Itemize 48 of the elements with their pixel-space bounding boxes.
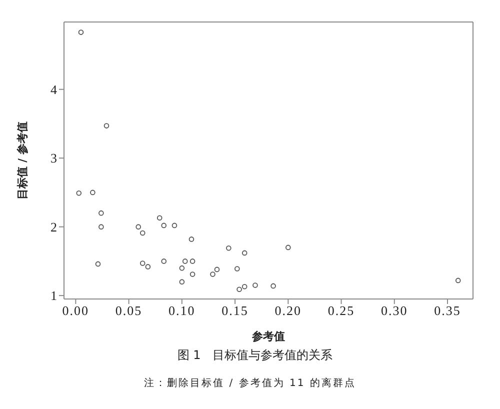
x-tick-label: 0.20 — [274, 303, 302, 318]
point — [455, 278, 461, 284]
point — [190, 258, 196, 264]
point — [270, 283, 276, 289]
point — [179, 265, 185, 271]
y-axis-title: 目标值 / 参考值 — [16, 122, 29, 200]
point — [242, 250, 248, 256]
y-tick-label: 4 — [50, 82, 58, 97]
x-tick-label: 0.15 — [222, 303, 248, 318]
x-tick-label: 0.05 — [115, 303, 142, 318]
point — [226, 245, 232, 251]
point — [140, 230, 146, 236]
point — [98, 224, 104, 230]
point — [98, 210, 104, 216]
point — [286, 244, 291, 250]
y-tick-label: 3 — [50, 150, 57, 166]
point — [90, 190, 96, 196]
point — [95, 261, 101, 267]
point — [78, 30, 84, 35]
x-axis-title: 参考值 — [251, 330, 285, 343]
point — [188, 236, 194, 242]
point — [236, 286, 242, 292]
point — [76, 190, 82, 196]
point — [161, 258, 167, 264]
text: 图 1 目标值与参考值的关系 — [176, 347, 334, 364]
point — [190, 272, 196, 277]
point — [156, 215, 162, 221]
x-tick-label: 0.00 — [62, 303, 90, 318]
point — [172, 222, 178, 228]
point — [145, 264, 151, 270]
x-tick-label: 0.30 — [381, 303, 408, 318]
point — [182, 258, 188, 264]
y-tick-label: 2 — [50, 219, 57, 234]
x-tick-label: 0.35 — [434, 303, 461, 318]
point — [234, 266, 240, 272]
point — [252, 282, 258, 288]
point — [136, 224, 142, 230]
point — [210, 272, 216, 277]
y-tick-label: 1 — [50, 288, 57, 304]
point — [140, 260, 146, 266]
point — [214, 266, 220, 272]
x-tick-label: 0.10 — [168, 303, 196, 318]
point — [104, 123, 110, 128]
x-tick-label: 0.25 — [328, 303, 355, 318]
point — [179, 279, 185, 284]
point — [242, 284, 248, 290]
point — [161, 222, 167, 228]
text: 注：删除目标值 / 参考值为 11 的离群点 — [143, 376, 357, 390]
